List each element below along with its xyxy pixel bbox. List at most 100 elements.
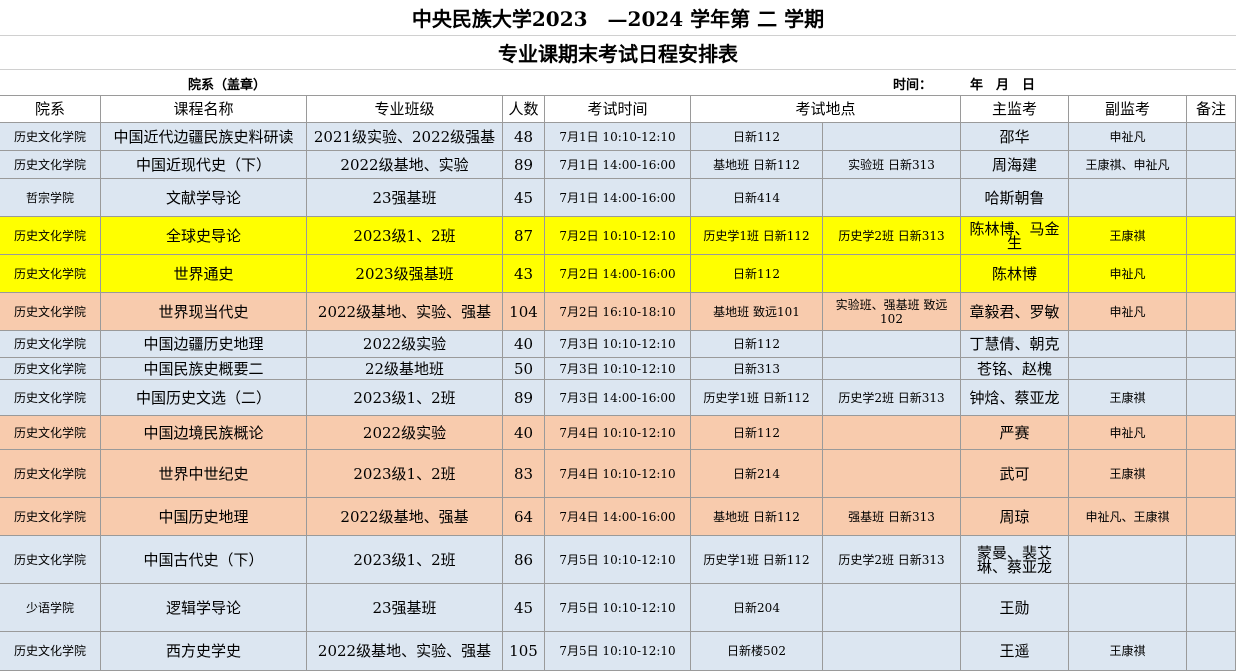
location-2: [823, 331, 961, 358]
class: 2022级基地、实验、强基: [307, 632, 503, 671]
department: 历史文化学院: [0, 255, 101, 293]
department: 少语学院: [0, 584, 101, 632]
chief-proctor: 严赛: [961, 416, 1069, 450]
department: 历史文化学院: [0, 536, 101, 584]
deputy-proctor: 申祉凡: [1069, 293, 1187, 331]
exam-time: 7月3日 14:00-16:00: [545, 380, 691, 416]
class: 2022级实验: [307, 331, 503, 358]
location-1: 日新204: [691, 584, 823, 632]
exam-time: 7月2日 10:10-12:10: [545, 217, 691, 255]
column-header: 考试时间: [545, 96, 691, 123]
remark: [1187, 151, 1236, 179]
count: 43: [503, 255, 545, 293]
count: 40: [503, 416, 545, 450]
course: 世界通史: [101, 255, 307, 293]
class: 2022级基地、强基: [307, 498, 503, 536]
deputy-proctor: 申祉凡: [1069, 123, 1187, 151]
exam-time: 7月5日 10:10-12:10: [545, 584, 691, 632]
department: 哲宗学院: [0, 179, 101, 217]
deputy-proctor: 王康祺: [1069, 632, 1187, 671]
deputy-proctor: 申祉凡: [1069, 416, 1187, 450]
exam-time: 7月5日 10:10-12:10: [545, 632, 691, 671]
exam-time: 7月2日 14:00-16:00: [545, 255, 691, 293]
course: 文献学导论: [101, 179, 307, 217]
class: 2022级基地、实验: [307, 151, 503, 179]
location-2: 历史学2班 日新313: [823, 217, 961, 255]
class: 2022级实验: [307, 416, 503, 450]
location-2: [823, 358, 961, 380]
count: 87: [503, 217, 545, 255]
chief-proctor: 丁慧倩、朝克: [961, 331, 1069, 358]
class: 2022级基地、实验、强基: [307, 293, 503, 331]
exam-time: 7月4日 10:10-12:10: [545, 450, 691, 498]
remark: [1187, 358, 1236, 380]
exam-time: 7月1日 14:00-16:00: [545, 179, 691, 217]
class: 2023级1、2班: [307, 536, 503, 584]
column-header: 备注: [1187, 96, 1236, 123]
header-rule: [0, 95, 1236, 96]
location-2: [823, 416, 961, 450]
count: 45: [503, 179, 545, 217]
deputy-proctor: [1069, 584, 1187, 632]
location-1: 日新414: [691, 179, 823, 217]
remark: [1187, 416, 1236, 450]
remark: [1187, 450, 1236, 498]
class: 2023级1、2班: [307, 217, 503, 255]
location-1: 日新112: [691, 123, 823, 151]
remark: [1187, 632, 1236, 671]
course: 中国历史地理: [101, 498, 307, 536]
class: 2023级1、2班: [307, 450, 503, 498]
column-header: 专业班级: [307, 96, 503, 123]
exam-time: 7月3日 10:10-12:10: [545, 331, 691, 358]
deputy-proctor: 申祉凡: [1069, 255, 1187, 293]
course: 中国近代边疆民族史料研读: [101, 123, 307, 151]
chief-proctor: 武可: [961, 450, 1069, 498]
course: 世界中世纪史: [101, 450, 307, 498]
class: 2023级强基班: [307, 255, 503, 293]
department: 历史文化学院: [0, 123, 101, 151]
count: 105: [503, 632, 545, 671]
location-1: 日新112: [691, 416, 823, 450]
course: 逻辑学导论: [101, 584, 307, 632]
column-header: 院系: [0, 96, 101, 123]
exam-time: 7月1日 10:10-12:10: [545, 123, 691, 151]
location-2: 历史学2班 日新313: [823, 380, 961, 416]
department: 历史文化学院: [0, 380, 101, 416]
location-2: 实验班 日新313: [823, 151, 961, 179]
location-2: [823, 255, 961, 293]
department: 历史文化学院: [0, 293, 101, 331]
deputy-proctor: 王康祺、申祉凡: [1069, 151, 1187, 179]
location-1: 基地班 致远101: [691, 293, 823, 331]
deputy-proctor: [1069, 331, 1187, 358]
class: 22级基地班: [307, 358, 503, 380]
chief-proctor: 章毅君、罗敏: [961, 293, 1069, 331]
count: 45: [503, 584, 545, 632]
location-1: 历史学1班 日新112: [691, 536, 823, 584]
chief-proctor: 苍铭、赵槐: [961, 358, 1069, 380]
location-2: [823, 179, 961, 217]
deputy-proctor: 申祉凡、王康祺: [1069, 498, 1187, 536]
deputy-proctor: 王康祺: [1069, 380, 1187, 416]
chief-proctor: 邵华: [961, 123, 1069, 151]
remark: [1187, 123, 1236, 151]
course: 中国民族史概要二: [101, 358, 307, 380]
course: 中国历史文选（二）: [101, 380, 307, 416]
location-1: 基地班 日新112: [691, 498, 823, 536]
chief-proctor: 钟焓、蔡亚龙: [961, 380, 1069, 416]
exam-time: 7月1日 14:00-16:00: [545, 151, 691, 179]
chief-proctor: 陈林博、马金生: [961, 217, 1069, 255]
department: 历史文化学院: [0, 358, 101, 380]
department: 历史文化学院: [0, 632, 101, 671]
remark: [1187, 498, 1236, 536]
class: 23强基班: [307, 179, 503, 217]
course: 中国边疆历史地理: [101, 331, 307, 358]
class: 23强基班: [307, 584, 503, 632]
remark: [1187, 584, 1236, 632]
count: 48: [503, 123, 545, 151]
location-2: 强基班 日新313: [823, 498, 961, 536]
department: 历史文化学院: [0, 217, 101, 255]
remark: [1187, 217, 1236, 255]
location-2: [823, 632, 961, 671]
location-2: [823, 450, 961, 498]
title: 中央民族大学2023 —2024 学年第 二 学期: [0, 0, 1236, 36]
